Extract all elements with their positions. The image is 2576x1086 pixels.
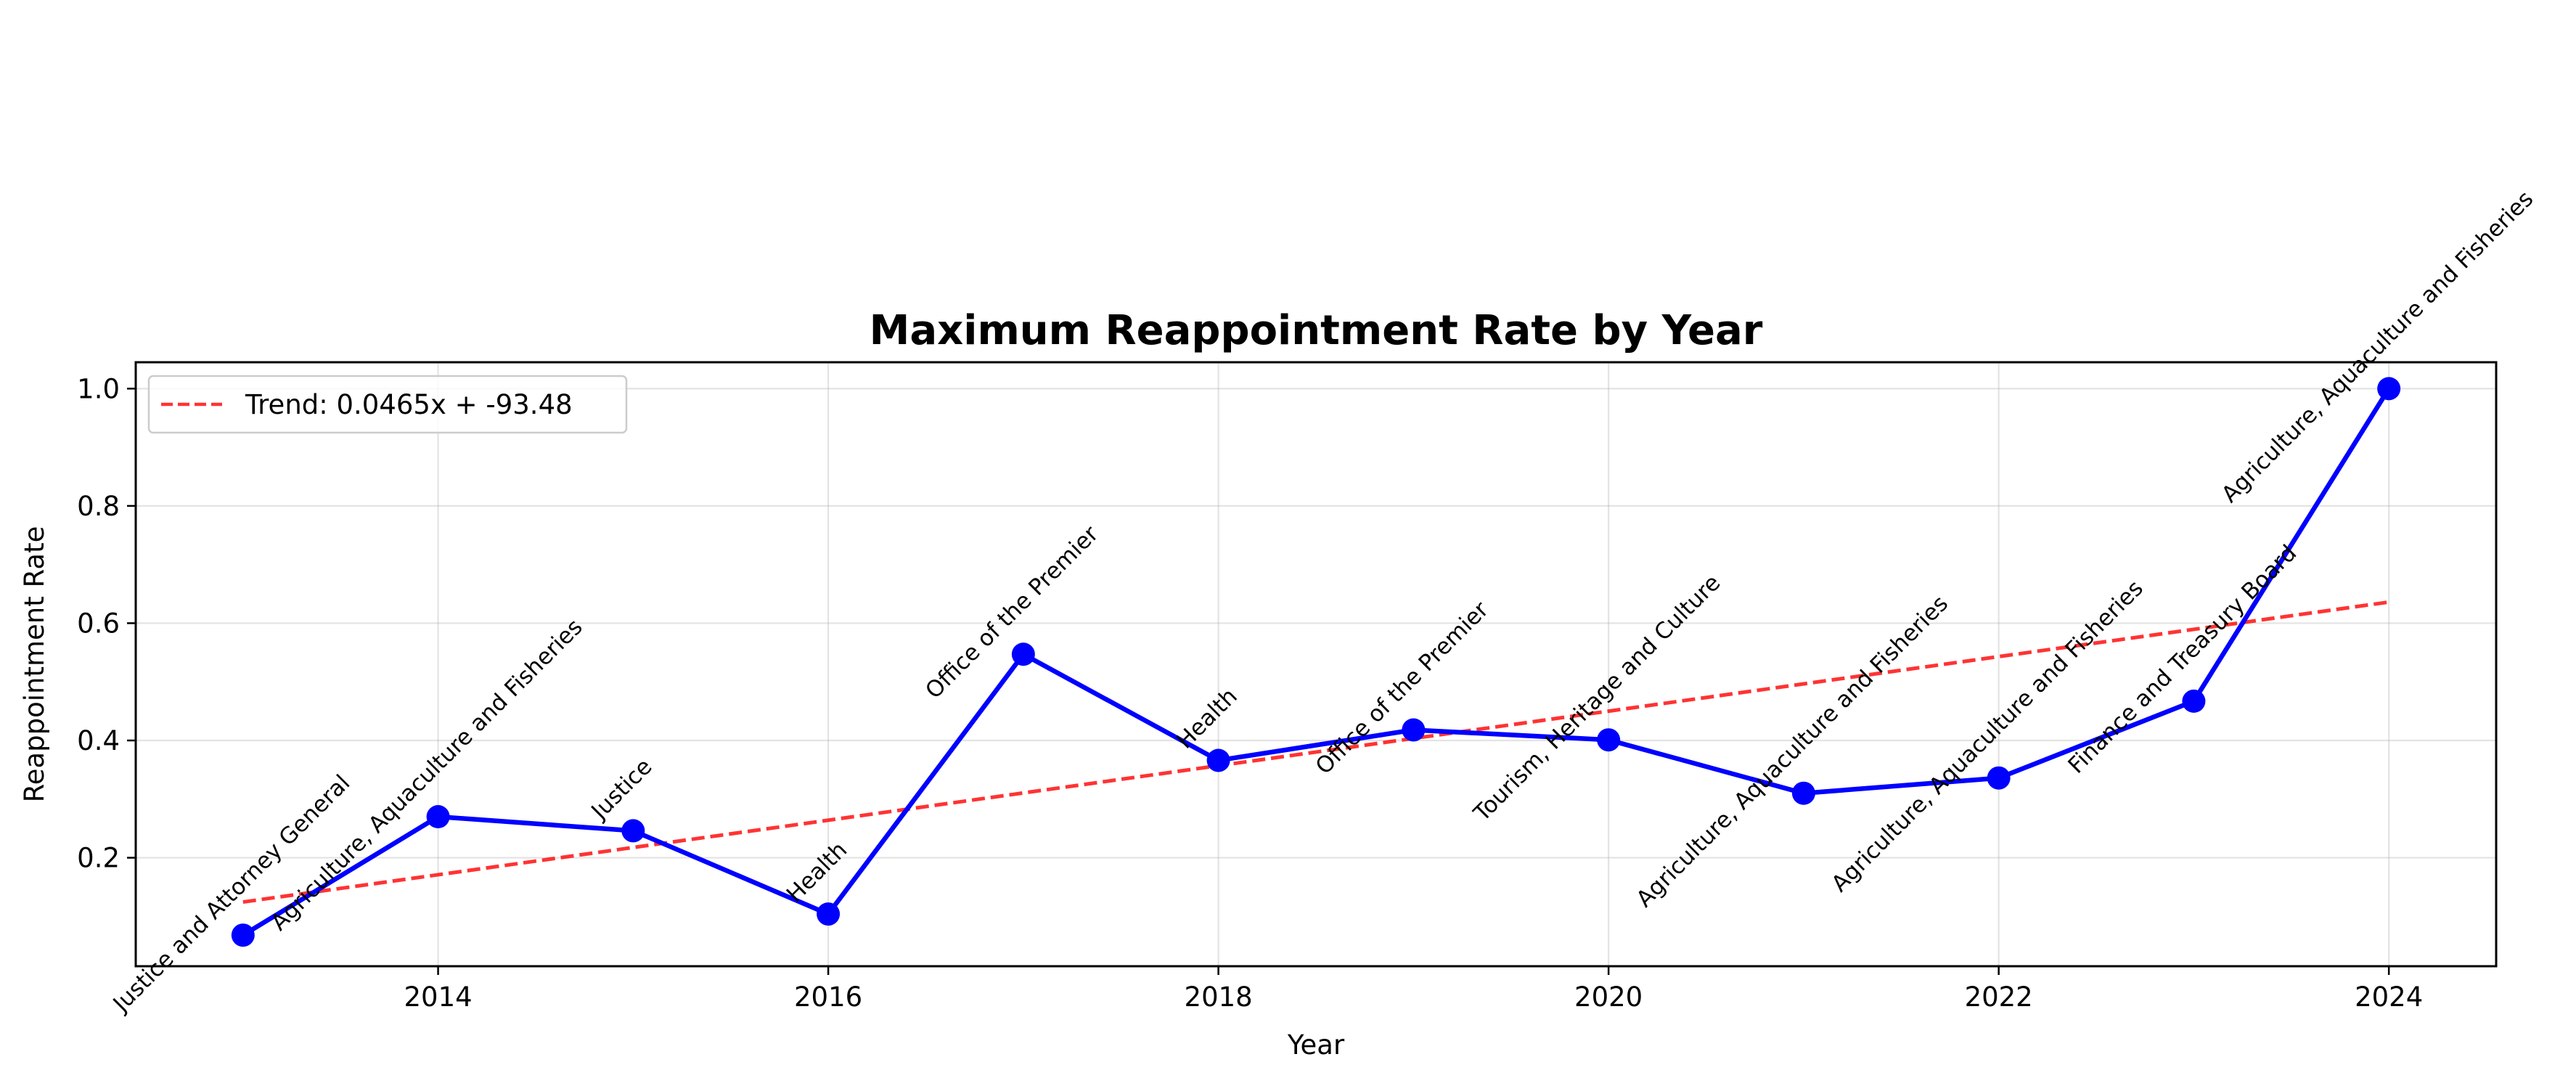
x-tick-label: 2020: [1574, 981, 1643, 1013]
data-point: [817, 902, 841, 926]
data-point: [426, 805, 450, 829]
trend-layer: [242, 600, 2389, 905]
data-point: [2377, 377, 2401, 401]
y-axis-label: Reappointment Rate: [19, 526, 50, 803]
x-axis-label: Year: [1287, 1029, 1345, 1061]
data-point: [1011, 642, 1035, 666]
y-tick-label: 0.8: [77, 491, 120, 522]
series-line: [242, 387, 2391, 937]
data-point: [2182, 689, 2206, 713]
legend-trend-label: Trend: 0.0465x + -93.48: [245, 389, 573, 420]
legend-box: [147, 375, 628, 434]
series-layer: [231, 377, 2401, 947]
data-point: [1206, 748, 1230, 772]
x-tick-label: 2018: [1185, 981, 1253, 1013]
plot-frame: [134, 361, 2498, 968]
x-tick-label: 2016: [794, 981, 862, 1013]
data-point: [1402, 718, 1426, 742]
data-point: [621, 819, 645, 843]
legend: Trend: 0.0465x + -93.48: [147, 375, 628, 434]
y-tick-label: 1.0: [77, 373, 120, 404]
x-tick-label: 2022: [1965, 981, 2033, 1013]
data-point: [1597, 728, 1621, 752]
data-point: [1791, 781, 1815, 805]
chart-title: Maximum Reappointment Rate by Year: [870, 307, 1763, 354]
y-tick-label: 0.4: [77, 725, 120, 756]
y-tick-label: 0.2: [77, 843, 120, 874]
data-point: [1987, 766, 2011, 790]
x-tick-label: 2014: [404, 981, 472, 1013]
data-point: [231, 923, 255, 947]
x-tick-label: 2024: [2355, 981, 2423, 1013]
y-tick-label: 0.6: [77, 608, 120, 639]
trend-line: [242, 600, 2389, 905]
axis-ticks: 2014 2016 2018 2020 2022 2024 0.2 0.4 0.6 0.8 1.0: [77, 373, 2423, 1013]
